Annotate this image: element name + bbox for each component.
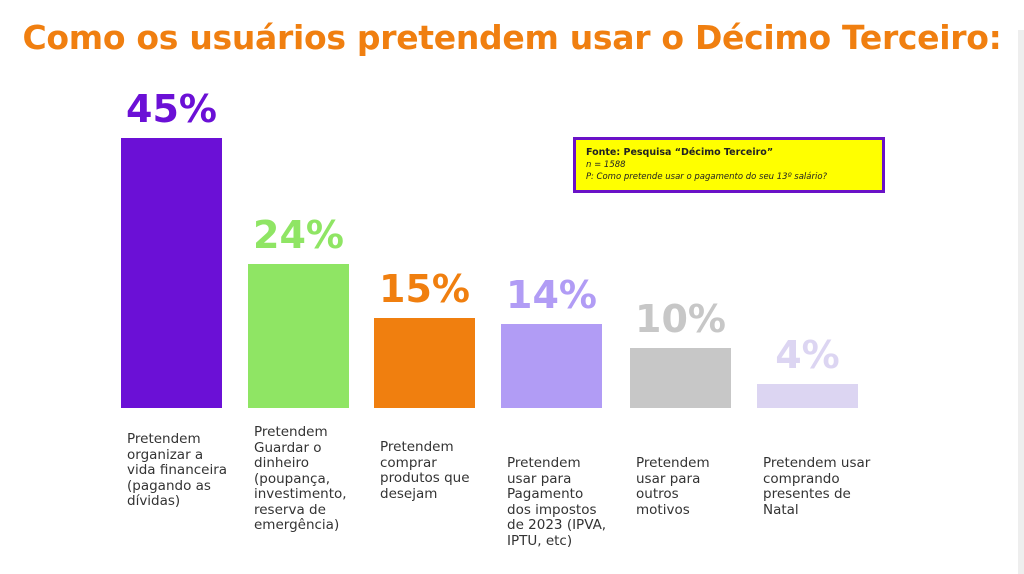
category-label-1: Pretendem organizar a vida financeira (p… (127, 431, 228, 509)
source-title: Fonte: Pesquisa “Décimo Terceiro” (586, 147, 774, 158)
chart-title: Como os usuários pretendem usar o Décimo… (22, 18, 1002, 57)
bar-6 (757, 384, 858, 408)
category-label-4: Pretendem usar para Pagamento dos impost… (507, 455, 607, 549)
source-question: P: Como pretende usar o pagamento do seu… (586, 172, 828, 182)
category-label-5: Pretendem usar para outros motivos (636, 455, 710, 518)
data-label-5: 10% (635, 297, 726, 341)
page-edge-divider (1018, 30, 1024, 574)
data-label-3: 15% (379, 267, 470, 311)
bar-4 (501, 324, 602, 408)
data-label-6: 4% (775, 333, 840, 377)
data-label-2: 24% (253, 213, 344, 257)
bar-5 (630, 348, 731, 408)
bar-3 (374, 318, 475, 408)
data-label-1: 45% (126, 87, 217, 131)
source-note: Fonte: Pesquisa “Décimo Terceiro” n = 15… (573, 137, 885, 193)
category-label-6: Pretendem usar comprando presentes de Na… (763, 455, 871, 518)
bar-1 (121, 138, 222, 408)
category-label-2: Pretendem Guardar o dinheiro (poupança, … (254, 424, 347, 533)
data-label-4: 14% (506, 273, 597, 317)
source-sample-size: n = 1588 (586, 160, 626, 170)
bar-2 (248, 264, 349, 408)
category-label-3: Pretendem comprar produtos que desejam (380, 439, 470, 502)
